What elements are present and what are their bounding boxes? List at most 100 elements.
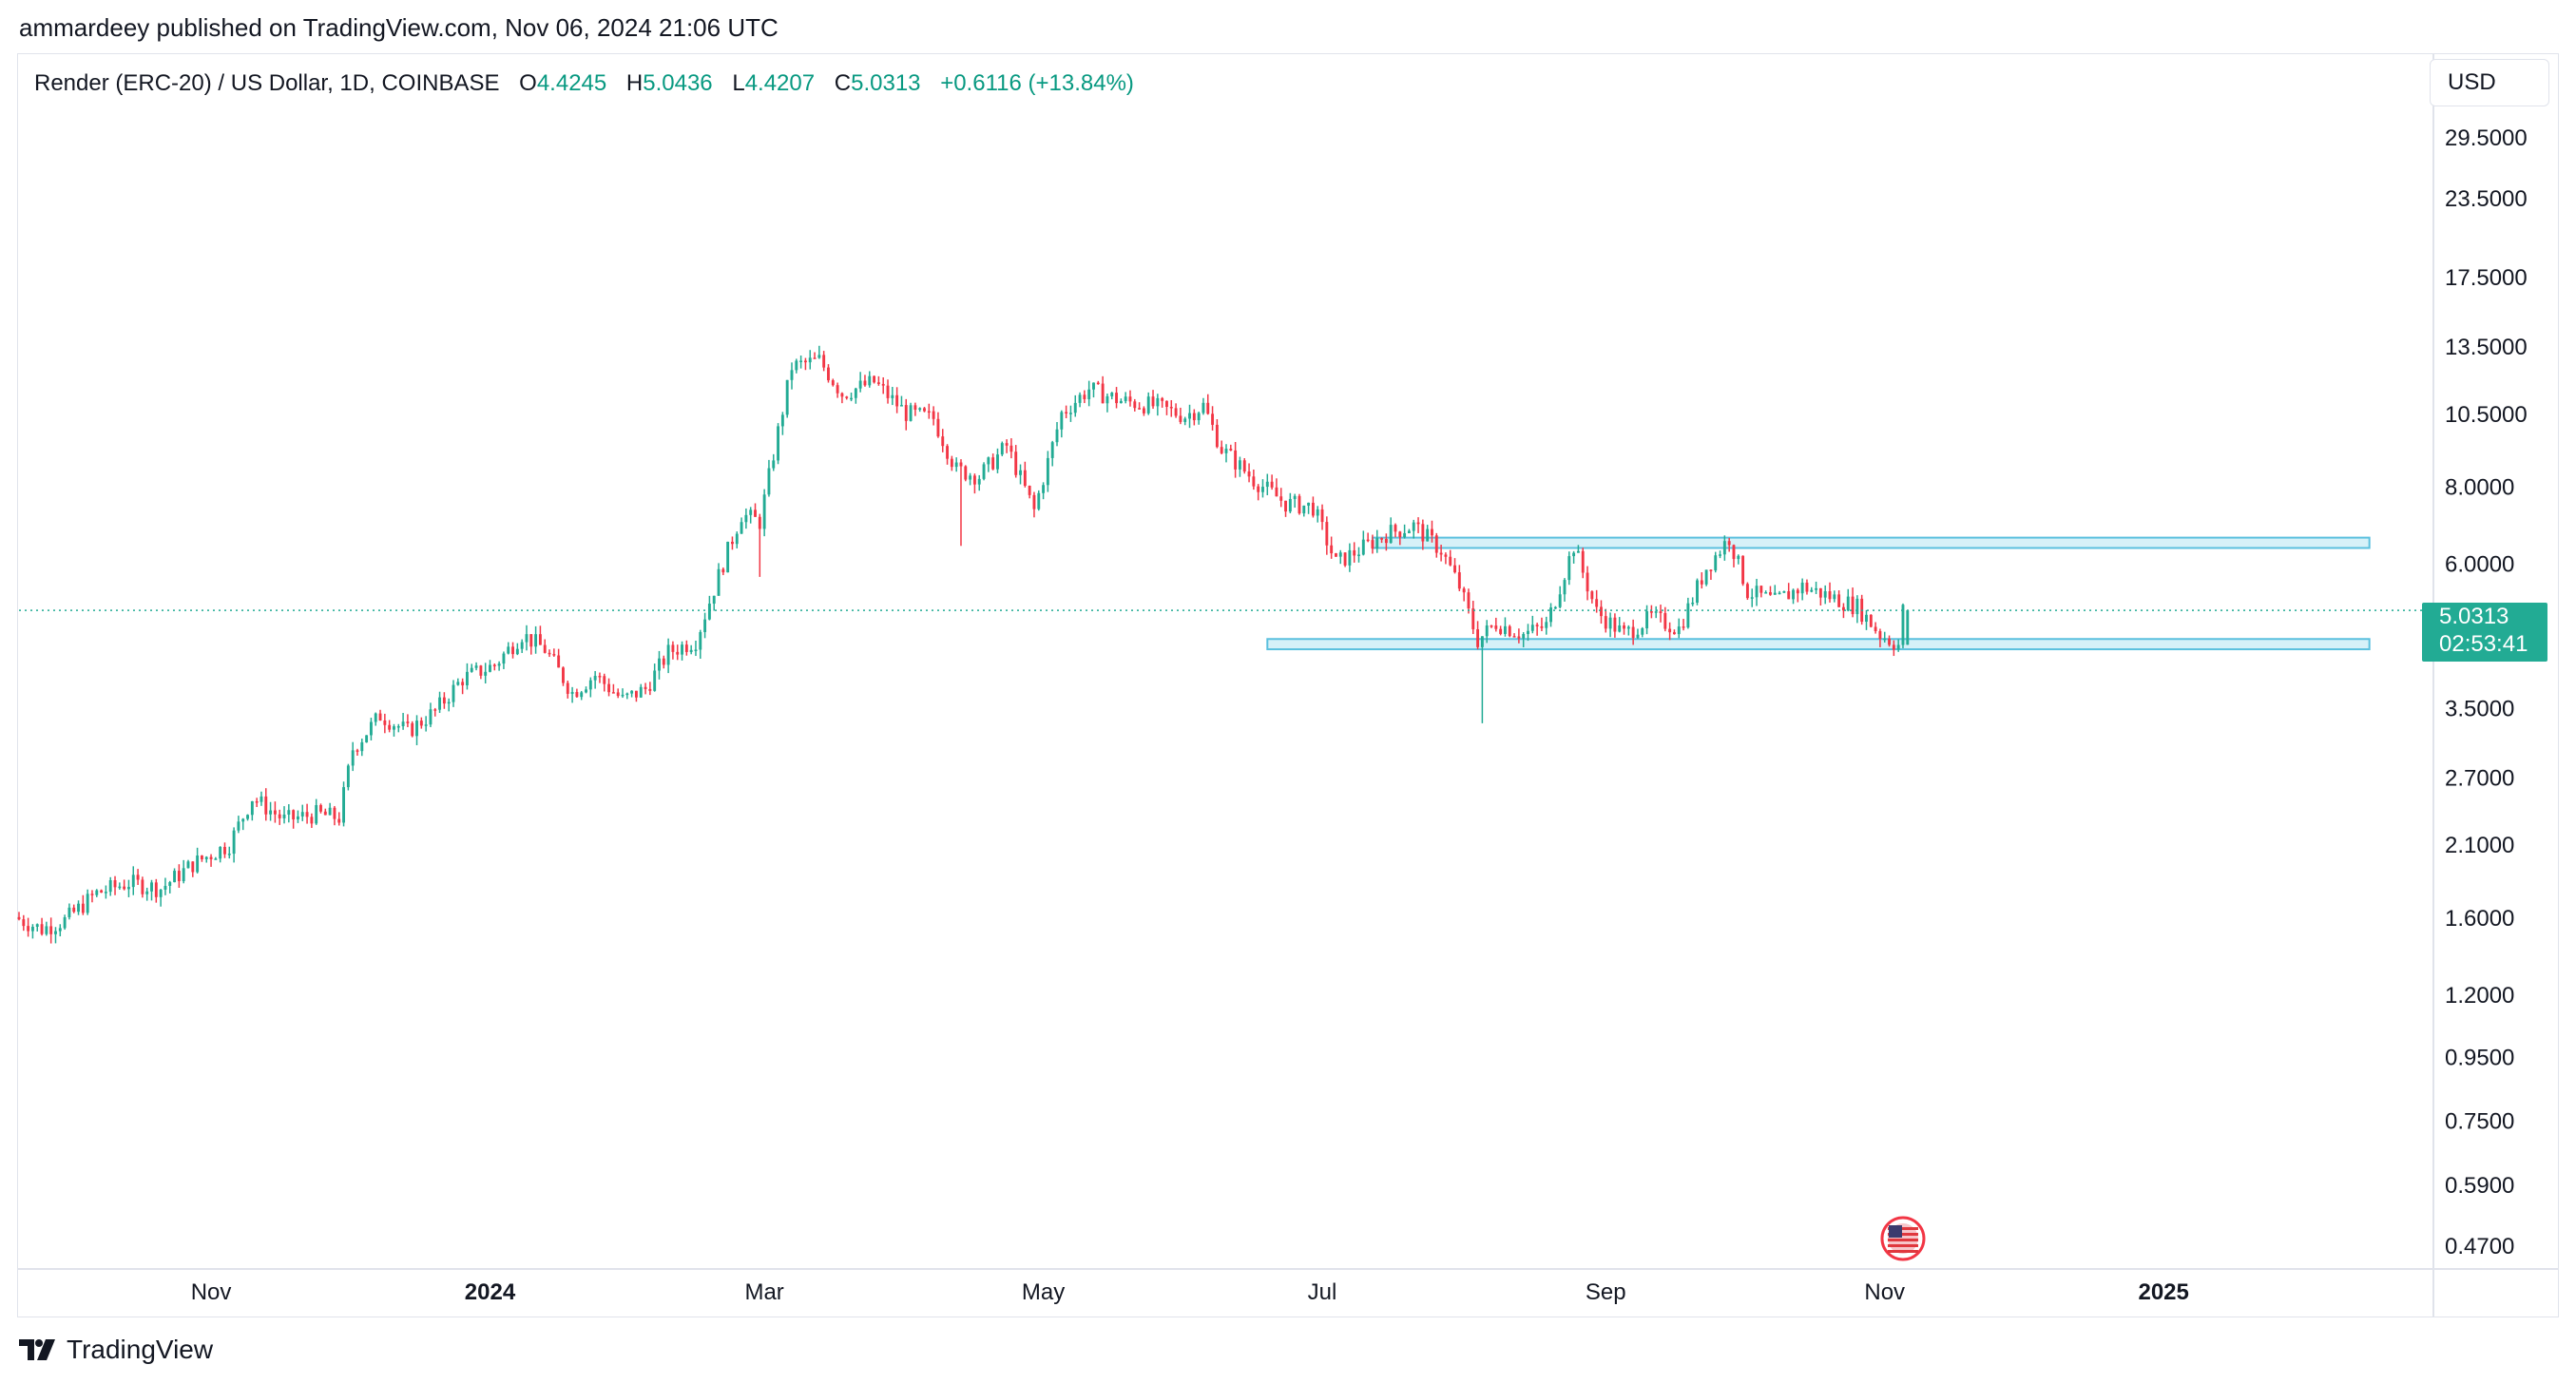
candle-body (255, 800, 259, 803)
candle (1055, 422, 1059, 447)
candle (1540, 617, 1544, 631)
candle-body (297, 816, 299, 820)
candle-body (1508, 625, 1511, 637)
candle (1855, 595, 1859, 624)
candle-body (1169, 407, 1173, 409)
candle (1179, 407, 1182, 425)
publisher-line: ammardeey published on TradingView.com, … (19, 13, 779, 42)
support-resistance-zones[interactable] (1266, 536, 2371, 651)
candle (1000, 441, 1004, 456)
candle (1270, 474, 1274, 490)
candle (95, 889, 99, 897)
candle-body (1773, 592, 1777, 595)
candle-body (30, 926, 34, 932)
candle-body (1865, 614, 1868, 623)
candle (1527, 624, 1529, 642)
candle (913, 402, 917, 416)
candle (342, 781, 345, 827)
candle (1247, 463, 1251, 483)
time-axis[interactable]: Nov 2024 Mar May Jul Sep Nov 2025 (191, 1279, 2189, 1305)
chart-frame[interactable] (17, 53, 2559, 1317)
candle-body (104, 892, 107, 894)
candle (1380, 537, 1384, 544)
zone-rectangle-2[interactable] (1266, 638, 2371, 651)
candle (1512, 633, 1516, 638)
candle-body (246, 815, 249, 819)
candle-body (1869, 614, 1873, 627)
candle-body (515, 648, 519, 655)
candle-body (507, 646, 510, 654)
flag-stripe (1887, 1244, 1918, 1247)
candle-body (305, 812, 309, 817)
candle-body (1553, 606, 1557, 609)
candle-body (1192, 413, 1196, 421)
candle-body (1449, 556, 1452, 566)
candle (365, 735, 369, 743)
candle-body (1060, 412, 1064, 430)
candle-body (754, 509, 757, 517)
currency-button[interactable]: USD (2430, 59, 2549, 106)
candle (681, 641, 683, 661)
candle-body (95, 890, 99, 895)
candle-body (141, 879, 144, 894)
candle (1412, 519, 1415, 539)
candle-body (1745, 584, 1749, 599)
candle-body (227, 854, 231, 855)
candle (1284, 500, 1287, 517)
price-axis[interactable]: 37.000029.500023.500017.500013.500010.50… (2445, 65, 2528, 1259)
candle (822, 351, 826, 372)
candle (123, 879, 126, 891)
candle (1759, 585, 1763, 598)
candle-body (315, 805, 318, 824)
candle (881, 376, 885, 394)
candle (1078, 392, 1082, 408)
candle-body (772, 460, 776, 469)
us-flag-event[interactable] (1880, 1216, 1926, 1261)
time-tick-label: 2025 (2138, 1279, 2188, 1305)
candle (1719, 550, 1721, 559)
candle (1161, 396, 1164, 408)
candle (941, 429, 945, 452)
candle (351, 741, 355, 772)
axis-dividers (18, 54, 2558, 1317)
candle (1704, 569, 1708, 586)
candle-body (1586, 572, 1589, 592)
candle (1197, 412, 1201, 425)
candle (1517, 628, 1521, 644)
candle-body (1151, 396, 1155, 407)
candle-body (1361, 539, 1365, 555)
candle (383, 713, 387, 734)
candle (173, 868, 177, 883)
candle (1691, 597, 1695, 606)
candle (1375, 529, 1379, 553)
candle (1394, 523, 1397, 538)
candle-body (616, 692, 620, 697)
candle (1504, 617, 1507, 637)
candle-body (81, 903, 85, 913)
candle-body (854, 388, 857, 398)
candle-body (1613, 617, 1617, 632)
candle (1110, 392, 1114, 400)
candle (424, 716, 428, 732)
zone-rectangle-1[interactable] (1371, 536, 2371, 549)
candle (1663, 606, 1667, 632)
candle-body (287, 810, 291, 815)
candle-body (1389, 525, 1393, 544)
event-markers[interactable] (1880, 1216, 1926, 1261)
candle-body (118, 886, 122, 889)
candle-body (1490, 625, 1493, 627)
candle-body (1014, 452, 1018, 475)
candle-body (658, 658, 661, 671)
candle-body (191, 861, 195, 873)
candle-body (1608, 617, 1612, 629)
candle (278, 809, 281, 825)
time-tick-label: 2024 (465, 1279, 516, 1305)
candle (1343, 552, 1347, 567)
tradingview-logo[interactable]: TradingView (19, 1335, 213, 1365)
candle (388, 720, 392, 733)
candle (1444, 552, 1448, 565)
candle (333, 805, 336, 826)
candle-body (808, 357, 812, 363)
candle-body (588, 680, 592, 690)
